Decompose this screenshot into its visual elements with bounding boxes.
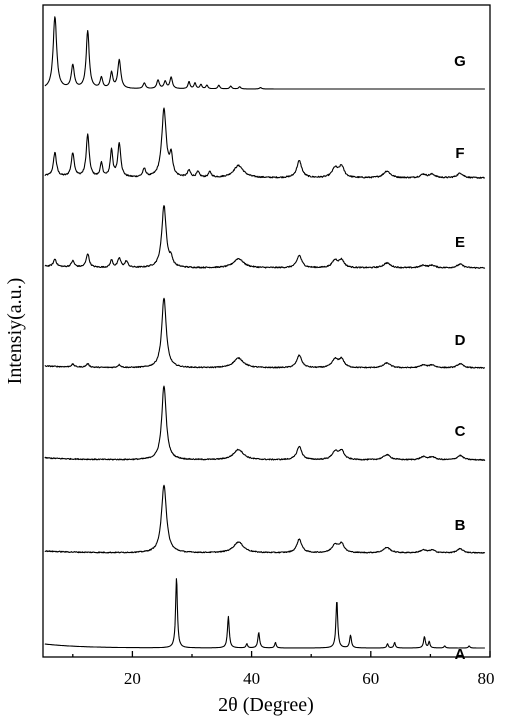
series-label-b: B: [455, 517, 466, 534]
series-label-e: E: [455, 234, 465, 251]
y-axis-label: Intensiy(a.u.): [4, 278, 26, 385]
series-labels: G F E D C B A: [454, 53, 466, 663]
x-axis-label: 2θ (Degree): [218, 694, 314, 716]
series-line-d: [44, 297, 486, 369]
series-line-b: [44, 484, 486, 554]
series-label-d: D: [455, 332, 466, 349]
x-tick-label: 40: [243, 669, 260, 688]
plot-frame: [42, 4, 491, 658]
x-axis-tick-labels: 20 40 60 80: [124, 669, 495, 688]
series-label-g: G: [454, 53, 466, 70]
series-line-a: [44, 578, 485, 649]
x-tick-label: 80: [478, 669, 495, 688]
x-tick-label: 60: [362, 669, 379, 688]
series-label-f: F: [455, 145, 464, 162]
series-label-a: A: [455, 646, 466, 663]
series-line-g: [44, 16, 485, 90]
x-tick-label: 20: [124, 669, 141, 688]
series-label-c: C: [455, 423, 466, 440]
series-traces: [44, 16, 486, 649]
series-line-c: [44, 385, 486, 461]
series-line-e: [44, 205, 486, 269]
x-axis-ticks: [72, 651, 491, 657]
series-line-f: [44, 107, 486, 179]
